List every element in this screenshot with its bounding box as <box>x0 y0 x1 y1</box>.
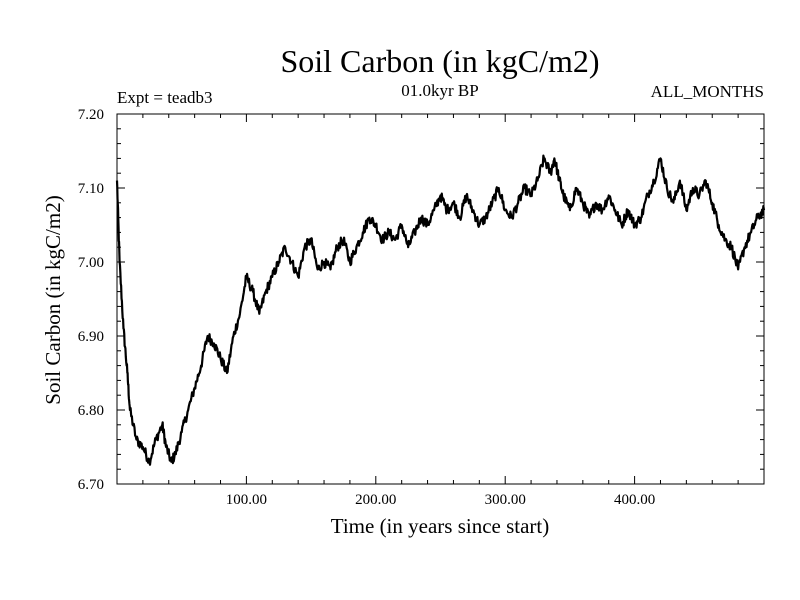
y-tick-label: 6.80 <box>78 403 104 419</box>
y-tick-label: 7.00 <box>78 255 104 271</box>
series-layer <box>115 154 766 466</box>
y-axis-label: Soil Carbon (in kgC/m2) <box>41 195 65 404</box>
experiment-label: Expt = teadb3 <box>117 88 213 107</box>
chart-subtitle: 01.0kyr BP <box>401 81 478 100</box>
y-tick-label: 6.70 <box>78 477 104 493</box>
chart-title: Soil Carbon (in kgC/m2) <box>280 43 599 79</box>
x-axis-label: Time (in years since start) <box>331 514 550 538</box>
x-tick-label: 400.00 <box>614 492 655 508</box>
period-label: ALL_MONTHS <box>651 82 764 101</box>
y-tick-label: 6.90 <box>78 329 104 345</box>
series-line <box>115 154 766 466</box>
ticks-layer: 100.00 200.00 300.00 400.00 6.70 6.80 6.90 7.00… <box>78 107 765 508</box>
x-tick-label: 300.00 <box>485 492 526 508</box>
x-tick-label: 100.00 <box>226 492 267 508</box>
y-tick-label: 7.10 <box>78 181 104 197</box>
x-tick-label: 200.00 <box>355 492 396 508</box>
plot-area <box>116 113 765 485</box>
plot-frame <box>116 113 765 485</box>
y-tick-label: 7.20 <box>78 107 104 123</box>
